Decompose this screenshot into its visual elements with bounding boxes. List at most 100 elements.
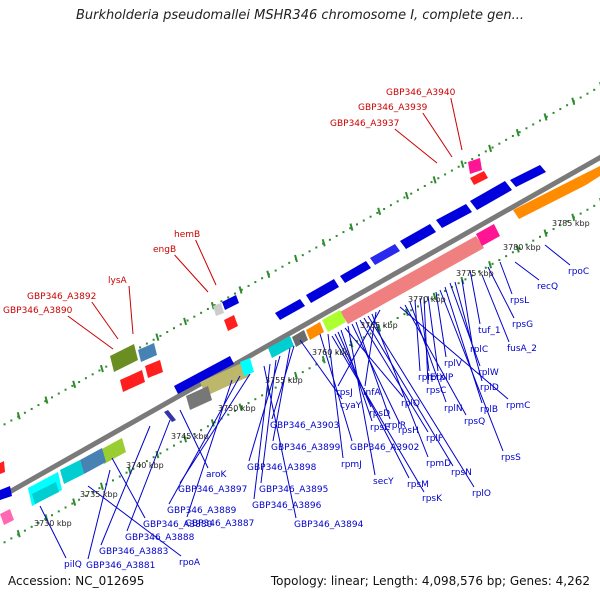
guide-dot bbox=[118, 475, 121, 478]
guide-dot bbox=[173, 327, 175, 330]
feature-label-blue: GBP346_A3881 bbox=[86, 561, 155, 571]
leader-line bbox=[449, 282, 481, 367]
feature-fusA[interactable] bbox=[340, 261, 371, 283]
feature-rpoA[interactable] bbox=[513, 176, 586, 219]
feature-A3902[interactable] bbox=[322, 310, 346, 332]
guide-dot bbox=[240, 405, 243, 408]
feature-label-blue: rplX bbox=[427, 373, 445, 383]
feature-label-blue: aroK bbox=[206, 470, 228, 480]
feature-A3903[interactable] bbox=[306, 322, 324, 340]
guide-dot bbox=[44, 400, 47, 403]
leader-line bbox=[327, 333, 344, 459]
guide-dot bbox=[3, 423, 6, 426]
feature-A3899[interactable] bbox=[292, 330, 308, 347]
summary-label: Topology: linear; Length: 4,098,576 bp; … bbox=[270, 574, 590, 588]
guide-dot bbox=[484, 150, 487, 153]
guide-tick bbox=[404, 308, 409, 317]
guide-dot bbox=[91, 491, 94, 493]
feature-ribosomal-cluster[interactable] bbox=[340, 236, 484, 324]
feature-label-blue: rplN bbox=[444, 404, 463, 414]
feature-A3894[interactable] bbox=[186, 386, 212, 410]
guide-dot bbox=[125, 471, 128, 474]
feature-rplC[interactable] bbox=[306, 279, 339, 303]
feature-lysA[interactable] bbox=[110, 344, 138, 372]
feature-A3890[interactable] bbox=[120, 370, 145, 392]
guide-dot bbox=[51, 396, 53, 399]
guide-dot bbox=[342, 347, 345, 350]
feature-rpsL[interactable] bbox=[436, 204, 472, 228]
feature-label-blue: GBP346_A3895 bbox=[259, 485, 328, 495]
feature-A3890b[interactable] bbox=[145, 360, 163, 378]
feature-label-blue: pilQ bbox=[64, 560, 82, 570]
feature-A3880[interactable] bbox=[0, 509, 14, 525]
feature-A3895[interactable] bbox=[200, 362, 250, 396]
leader-line bbox=[544, 244, 571, 266]
feature-A3888[interactable] bbox=[80, 448, 106, 474]
feature-recQ[interactable] bbox=[470, 181, 512, 210]
guide-dot bbox=[315, 363, 318, 366]
feature-A3898[interactable] bbox=[268, 336, 294, 358]
feature-rpoA-b[interactable] bbox=[580, 166, 600, 185]
guide-dot bbox=[84, 377, 87, 380]
feature-hemB[interactable] bbox=[222, 295, 239, 310]
guide-dot bbox=[173, 444, 175, 447]
feature-A3937[interactable] bbox=[224, 315, 238, 331]
feature-cyaY[interactable] bbox=[174, 356, 234, 394]
guide-dot bbox=[37, 404, 40, 407]
feature-A3940[interactable] bbox=[470, 171, 488, 185]
leader-line bbox=[367, 315, 475, 488]
feature-label-blue: GBP346_A3880 bbox=[143, 520, 213, 530]
guide-tick bbox=[99, 482, 104, 491]
feature-rpoC[interactable] bbox=[510, 165, 546, 187]
feature-rpsG[interactable] bbox=[400, 224, 436, 249]
leader-line bbox=[351, 323, 401, 425]
guide-dot bbox=[532, 239, 535, 242]
leader-line bbox=[179, 373, 251, 484]
guide-dot bbox=[356, 340, 358, 343]
guide-dot bbox=[227, 296, 230, 299]
guide-tick bbox=[432, 176, 437, 184]
guide-dot bbox=[254, 398, 257, 401]
feature-label-red: lysA bbox=[108, 276, 128, 286]
guide-dot bbox=[444, 173, 447, 176]
feature-label-blue: rpsN bbox=[451, 468, 472, 478]
guide-dot bbox=[112, 479, 114, 482]
feature-ugpC[interactable] bbox=[0, 486, 12, 500]
leader-line bbox=[260, 359, 277, 484]
feature-label-red: GBP346_A3892 bbox=[27, 292, 96, 302]
feature-aroK[interactable] bbox=[60, 460, 84, 484]
guide-dot bbox=[213, 304, 216, 307]
guide-dot bbox=[23, 529, 26, 532]
leader-line bbox=[514, 261, 540, 281]
feature-rpmJ[interactable] bbox=[476, 224, 500, 246]
feature-label-blue: GBP346_A3883 bbox=[99, 547, 168, 557]
feature-label-blue: GBP346_A3902 bbox=[350, 443, 419, 453]
guide-dot bbox=[227, 413, 230, 416]
guide-tick bbox=[377, 207, 382, 216]
guide-tick bbox=[238, 286, 243, 294]
feature-label-red: GBP346_A3939 bbox=[358, 103, 428, 113]
guide-dot bbox=[410, 309, 413, 312]
feature-A3939[interactable] bbox=[468, 158, 482, 174]
guide-dot bbox=[464, 278, 467, 281]
accession-label: Accession: NC_012695 bbox=[8, 574, 145, 588]
tick-label: 3780 kbp bbox=[503, 243, 541, 252]
guide-tick bbox=[16, 529, 21, 538]
feature-A3892[interactable] bbox=[138, 343, 157, 362]
guide-dot bbox=[518, 131, 521, 134]
feature-rplD[interactable] bbox=[275, 299, 305, 320]
feature-tuf[interactable] bbox=[370, 244, 400, 265]
feature-A3896[interactable] bbox=[240, 358, 254, 376]
feature-A3887[interactable] bbox=[100, 438, 126, 464]
guide-tick bbox=[155, 333, 160, 341]
feature-A3889[interactable] bbox=[164, 410, 176, 422]
leader-line bbox=[168, 375, 241, 505]
feature-pilQ[interactable] bbox=[0, 461, 5, 474]
guide-tick bbox=[488, 260, 493, 269]
feature-A3881[interactable] bbox=[32, 482, 59, 504]
leader-line bbox=[359, 319, 429, 433]
guide-dot bbox=[132, 467, 135, 470]
guide-tick bbox=[72, 498, 77, 506]
feature-engB[interactable] bbox=[213, 303, 224, 316]
